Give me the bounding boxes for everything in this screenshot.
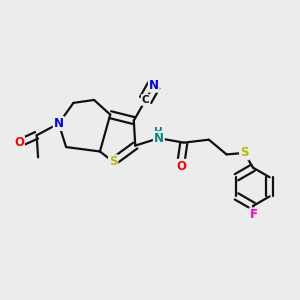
- Text: F: F: [250, 208, 258, 221]
- Text: O: O: [176, 160, 186, 173]
- Text: N: N: [149, 79, 159, 92]
- Text: N: N: [154, 132, 164, 145]
- Text: O: O: [14, 136, 24, 149]
- Text: C: C: [142, 95, 149, 105]
- Text: S: S: [109, 155, 117, 168]
- Text: N: N: [54, 117, 64, 130]
- Text: H: H: [154, 127, 163, 137]
- Text: S: S: [240, 146, 248, 159]
